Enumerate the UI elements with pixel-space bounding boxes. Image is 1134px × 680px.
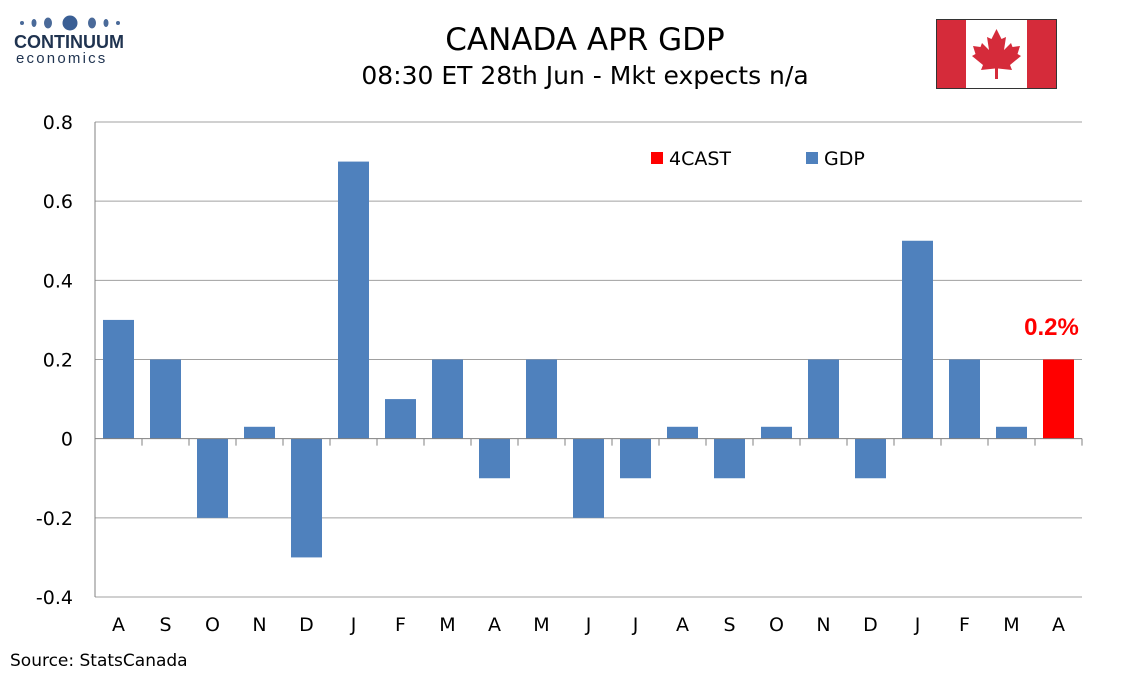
- bar-gdp: [855, 438, 886, 479]
- y-tick-label: 0.8: [43, 112, 73, 134]
- bar-gdp: [244, 426, 275, 439]
- x-tick-label: A: [676, 614, 689, 636]
- logo-dots-icon: [20, 15, 120, 31]
- bar-gdp: [526, 359, 557, 439]
- bar-gdp: [197, 438, 228, 518]
- y-tick-label: 0.6: [43, 191, 73, 213]
- x-tick-label: J: [585, 614, 592, 636]
- maple-leaf-flag-icon: [936, 19, 1057, 89]
- y-tick-label: 0.2: [43, 350, 73, 372]
- x-tick-label: F: [959, 614, 970, 636]
- x-tick-label: O: [205, 614, 220, 636]
- bar-gdp: [620, 438, 651, 479]
- x-tick-label: A: [488, 614, 501, 636]
- bar-gdp: [338, 161, 369, 439]
- legend-swatch: [806, 152, 818, 164]
- x-tick-label: N: [252, 614, 266, 636]
- bar-gdp: [103, 319, 134, 439]
- legend-swatch: [651, 152, 663, 164]
- source-note: Source: StatsCanada: [10, 651, 188, 671]
- bar-gdp: [479, 438, 510, 479]
- bar-gdp: [761, 426, 792, 439]
- x-tick-label: J: [350, 614, 357, 636]
- y-tick-label: 0.4: [43, 270, 73, 292]
- x-tick-label: M: [439, 614, 455, 636]
- bar-gdp: [949, 359, 980, 439]
- bar-gdp: [150, 359, 181, 439]
- bar-gdp: [808, 359, 839, 439]
- bar-gdp: [667, 426, 698, 439]
- y-tick-label: -0.2: [36, 508, 73, 530]
- bar-gdp: [432, 359, 463, 439]
- legend-label: GDP: [824, 148, 865, 170]
- brand-name: CONTINUUM: [14, 32, 124, 52]
- x-tick-label: A: [1052, 614, 1065, 636]
- brand-sub: economics: [16, 50, 108, 67]
- bar-gdp: [573, 438, 604, 518]
- y-tick-label: 0: [61, 429, 73, 451]
- x-tick-label: M: [1003, 614, 1019, 636]
- bar-gdp: [902, 240, 933, 439]
- bar-gdp: [714, 438, 745, 479]
- y-tick-label: -0.4: [36, 587, 73, 609]
- x-tick-label: O: [769, 614, 784, 636]
- chart-title: CANADA APR GDP: [445, 22, 725, 58]
- x-tick-label: A: [112, 614, 125, 636]
- x-tick-label: J: [914, 614, 921, 636]
- bar-gdp: [385, 399, 416, 439]
- legend-label: 4CAST: [669, 148, 731, 170]
- x-tick-label: D: [299, 614, 314, 636]
- x-tick-label: D: [863, 614, 878, 636]
- x-tick-label: N: [816, 614, 830, 636]
- x-tick-label: S: [159, 614, 171, 636]
- forecast-annotation: 0.2%: [1024, 314, 1079, 341]
- x-tick-label: J: [632, 614, 639, 636]
- bar-4cast: [1043, 359, 1074, 439]
- x-tick-label: S: [723, 614, 735, 636]
- x-tick-label: M: [533, 614, 549, 636]
- x-tick-label: F: [395, 614, 406, 636]
- bar-gdp: [996, 426, 1027, 439]
- chart-subtitle: 08:30 ET 28th Jun - Mkt expects n/a: [361, 61, 809, 90]
- bar-gdp: [291, 438, 322, 558]
- brand-logo: CONTINUUM economics: [14, 14, 144, 67]
